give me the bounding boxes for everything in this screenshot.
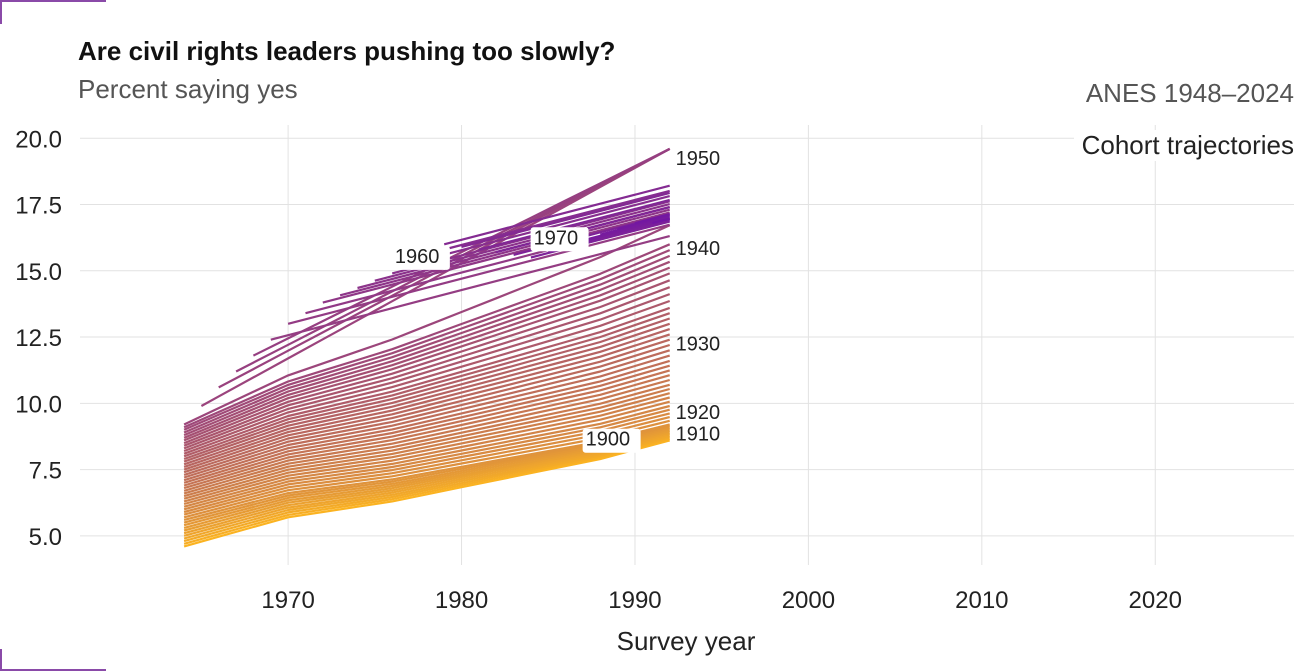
x-tick-label: 2020	[1129, 587, 1182, 614]
cohort-line-1971	[617, 214, 670, 230]
svg-text:1930: 1930	[676, 333, 721, 355]
cohort-lines	[183, 147, 671, 548]
cohort-line-1900	[183, 439, 670, 548]
cohort-line-1915	[183, 404, 670, 508]
cohort-line-1938	[183, 286, 671, 447]
cohort-label-1940: 1940	[676, 238, 721, 260]
cohort-line-1921	[183, 378, 670, 492]
frame-corner-bottom	[0, 649, 106, 671]
svg-text:1920: 1920	[676, 402, 721, 424]
chart-title: Are civil rights leaders pushing too slo…	[78, 36, 616, 66]
y-tick-label: 17.5	[15, 193, 62, 220]
cohort-line-1929	[183, 338, 671, 471]
x-axis-title: Survey year	[617, 626, 756, 656]
cohort-label-1900: 1900	[582, 428, 641, 453]
cohort-line-1952	[287, 223, 670, 325]
cohort-line-1939	[183, 279, 671, 445]
cohort-line-1924	[183, 364, 671, 484]
cohort-line-1942	[183, 260, 671, 437]
chart-subtitle: Percent saying yes	[78, 74, 298, 104]
cohort-line-1937	[183, 293, 671, 450]
cohort-line-1931	[183, 328, 671, 466]
cohort-label-1910: 1910	[676, 423, 721, 445]
cohort-line-1954	[322, 211, 670, 304]
cohort-line-1930	[183, 333, 671, 468]
cohort-line-1926	[183, 354, 671, 479]
cohort-line-1927	[183, 349, 671, 476]
y-tick-label: 7.5	[29, 458, 62, 485]
cohort-line-1933	[183, 317, 671, 461]
cohort-line-1922	[183, 374, 670, 490]
svg-text:1950: 1950	[676, 148, 721, 170]
x-axis-ticks: 1970 1980 1990 2000 2010 2020	[261, 587, 1182, 614]
cohort-line-1950	[252, 147, 671, 357]
x-tick-label: 1980	[435, 587, 488, 614]
cohort-line-1923	[183, 369, 671, 487]
cohort-line-1932	[183, 322, 671, 463]
svg-text:1940: 1940	[676, 238, 721, 260]
cohort-line-1955	[339, 208, 670, 297]
chart-source: ANES 1948–2024	[1085, 78, 1294, 108]
y-tick-label: 12.5	[15, 325, 62, 352]
svg-text:1970: 1970	[534, 227, 579, 249]
cohort-line-1904	[183, 433, 670, 537]
cohort-line-1917	[183, 396, 670, 503]
svg-text:1900: 1900	[586, 429, 631, 451]
y-axis-ticks: 5.0 7.5 10.0 12.5 15.0 17.5 20.0	[15, 126, 62, 551]
grid-lines	[80, 125, 1294, 565]
y-tick-label: 15.0	[15, 259, 62, 286]
frame-corner-top	[0, 0, 106, 24]
cohort-line-1928	[183, 343, 671, 474]
cohort-label-1930: 1930	[676, 333, 721, 355]
chart-caption: Cohort trajectories	[1073, 130, 1294, 161]
cohort-line-1916	[183, 400, 670, 506]
cohort-label-1960: 1960	[391, 245, 450, 270]
cohort-line-1961	[443, 184, 670, 246]
cohort-line-1957	[374, 203, 670, 282]
cohort-line-1901	[183, 437, 670, 545]
cohort-line-1934	[183, 312, 671, 458]
cohort-line-1972	[634, 213, 670, 225]
cohort-label-1920: 1920	[676, 402, 721, 424]
svg-text:1910: 1910	[676, 423, 721, 445]
x-tick-label: 1990	[608, 587, 661, 614]
cohort-line-1936	[183, 299, 671, 453]
y-tick-label: 10.0	[15, 391, 62, 418]
cohort-line-1962	[461, 191, 670, 248]
cohort-line-1935	[183, 306, 671, 455]
cohort-line-1960	[426, 189, 670, 256]
cohort-line-1944	[183, 249, 671, 431]
svg-text:1960: 1960	[395, 246, 440, 268]
cohort-line-1918	[183, 392, 670, 500]
cohort-line-1963	[478, 198, 670, 251]
cohort-line-1945	[183, 243, 671, 429]
x-tick-label: 1970	[261, 587, 314, 614]
cohort-line-1903	[183, 434, 670, 540]
cohort-line-1973	[652, 217, 670, 225]
cohort-label-1950: 1950	[676, 148, 721, 170]
cohort-line-1943	[183, 254, 671, 434]
y-tick-label: 5.0	[29, 524, 62, 551]
cohort-line-1941	[183, 266, 671, 439]
x-tick-label: 2000	[782, 587, 835, 614]
cohort-line-1946	[183, 224, 671, 426]
cohort-line-1966	[530, 220, 670, 259]
cohort-line-1920	[183, 383, 670, 495]
cohort-line-1970	[600, 215, 670, 236]
y-tick-label: 20.0	[15, 126, 62, 153]
cohort-label-1970: 1970	[530, 227, 589, 252]
cohort-line-1919	[183, 387, 670, 498]
cohort-line-1925	[183, 359, 671, 482]
cohort-line-1902	[183, 436, 670, 543]
x-tick-label: 2010	[955, 587, 1008, 614]
cohort-line-1940	[183, 272, 671, 442]
cohort-line-1951	[270, 235, 670, 341]
